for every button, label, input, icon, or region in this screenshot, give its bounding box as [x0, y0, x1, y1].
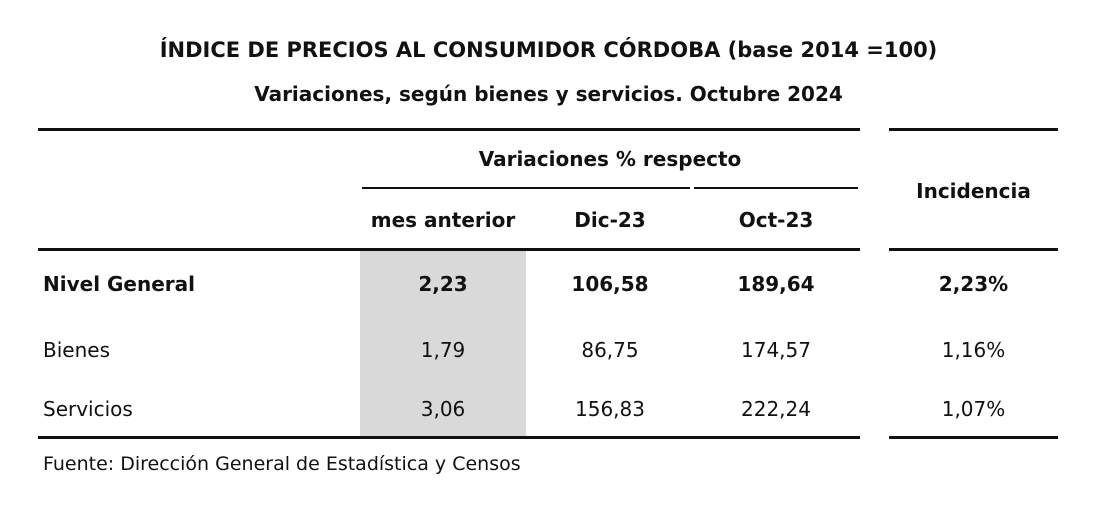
column-header-oct-23: Oct-23	[738, 208, 814, 232]
group-rule-right	[694, 187, 858, 189]
cell-incidencia: 2,23%	[938, 272, 1009, 296]
cell-oct-23: 189,64	[737, 272, 815, 296]
header-rule-main	[38, 248, 860, 251]
cell-oct-23: 174,57	[741, 338, 811, 362]
cell-dic-23: 86,75	[581, 338, 639, 362]
cell-dic-23: 106,58	[571, 272, 649, 296]
row-label-servicios: Servicios	[43, 397, 133, 421]
header-rule-incidence	[889, 248, 1058, 251]
top-rule-main	[38, 128, 860, 131]
cell-mes-anterior: 2,23	[418, 272, 468, 296]
row-label-nivel-general: Nivel General	[43, 272, 196, 296]
row-label-bienes: Bienes	[43, 338, 110, 362]
cell-mes-anterior: 1,79	[420, 338, 466, 362]
source-note: Fuente: Dirección General de Estadística…	[43, 453, 521, 475]
top-rule-incidence	[889, 128, 1058, 131]
cell-incidencia: 1,07%	[941, 397, 1006, 421]
cell-dic-23: 156,83	[575, 397, 645, 421]
page-title: ÍNDICE DE PRECIOS AL CONSUMIDOR CÓRDOBA …	[159, 38, 938, 62]
cell-incidencia: 1,16%	[941, 338, 1006, 362]
group-header: Variaciones % respecto	[478, 147, 742, 171]
bottom-rule-incidence	[889, 436, 1058, 439]
group-rule-left	[362, 187, 690, 189]
column-header-mes-anterior: mes anterior	[370, 208, 516, 232]
cell-oct-23: 222,24	[741, 397, 811, 421]
highlight-column-mes-anterior	[360, 251, 526, 437]
cell-mes-anterior: 3,06	[420, 397, 466, 421]
bottom-rule-main	[38, 436, 860, 439]
page-subtitle: Variaciones, según bienes y servicios. O…	[254, 82, 843, 106]
column-header-dic-23: Dic-23	[574, 208, 646, 232]
column-header-incidencia: Incidencia	[916, 179, 1031, 203]
